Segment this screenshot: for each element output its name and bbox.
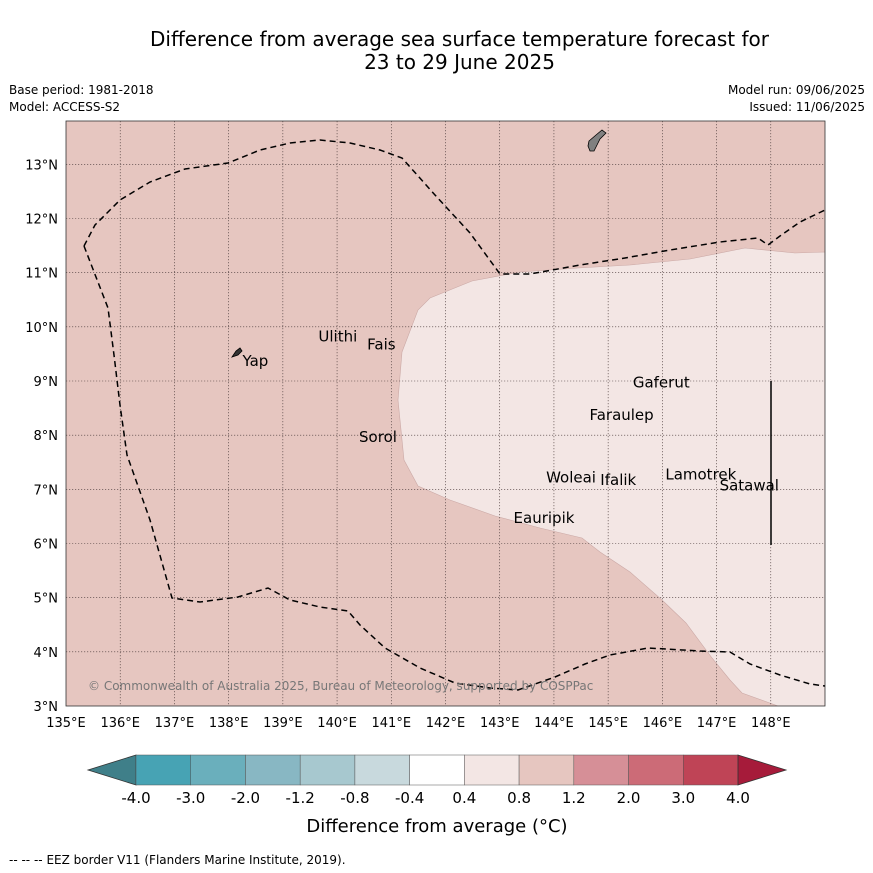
place-label-sorol: Sorol [359,428,397,446]
y-tick-label: 12°N [25,213,58,228]
map-gridlines [66,121,825,706]
y-tick-label: 9°N [34,375,59,390]
anomaly-region-0-4-to-0-8 [397,247,825,706]
colorbar-segment [464,754,520,786]
y-tick-label: 11°N [25,267,58,282]
footer-note: -- -- -- EEZ border V11 (Flanders Marine… [9,853,346,867]
x-tick-label: 135°E [46,716,86,731]
yap-island [231,347,243,358]
colorbar-segment [135,754,191,786]
place-label-fais: Fais [367,336,396,354]
colorbar-tick-label: 3.0 [671,789,695,807]
place-label-woleai: Woleai [546,468,596,486]
x-tick-label: 142°E [426,716,466,731]
y-tick-label: 8°N [34,429,59,444]
base-period-text: Base period: 1981-2018 [9,83,154,97]
x-tick-label: 144°E [534,716,574,731]
colorbar-segment [683,754,739,786]
map-title: Difference from average sea surface temp… [0,28,873,74]
colorbar-tick-label: -4.0 [121,789,150,807]
y-tick-label: 10°N [25,321,58,336]
x-tick-label: 137°E [155,716,195,731]
run-info: Model run: 09/06/2025 Issued: 11/06/2025 [728,82,865,116]
colorbar-tick-label: -3.0 [176,789,205,807]
place-label-lamotrek: Lamotrek [665,466,736,484]
colorbar-extend-low [86,754,137,786]
x-tick-label: 141°E [372,716,412,731]
y-tick-label: 3°N [34,700,59,715]
colorbar-segment [354,754,410,786]
place-label-satawal: Satawal [720,477,779,495]
y-tick-label: 6°N [34,538,59,553]
x-tick-label: 146°E [643,716,683,731]
colorbar-tick-label: 0.8 [507,789,531,807]
eez-legend-symbol: -- -- -- [9,853,43,867]
y-tick-label: 7°N [34,483,59,498]
eez-legend-text: EEZ border V11 (Flanders Marine Institut… [46,853,346,867]
copyright-text: © Commonwealth of Australia 2025, Bureau… [88,679,593,693]
place-label-eauripik: Eauripik [514,509,575,527]
map-frame [65,120,826,707]
x-tick-label: 147°E [697,716,737,731]
colorbar-segment [245,754,301,786]
model-text: Model: ACCESS-S2 [9,100,121,114]
colorbar-segment [299,754,356,786]
title-line-2: 23 to 29 June 2025 [364,50,555,74]
place-label-ifalik: Ifalik [600,471,636,489]
place-label-gaferut: Gaferut [633,374,690,392]
x-tick-label: 138°E [209,716,249,731]
colorbar-extend-high [737,754,788,786]
colorbar-segment [518,754,575,786]
colorbar-tick-label: 2.0 [617,789,641,807]
colorbar-segment [628,754,684,786]
colorbar-tick-label: -2.0 [231,789,260,807]
colorbar-tick-label: 1.2 [562,789,586,807]
title-line-1: Difference from average sea surface temp… [149,27,769,51]
colorbar-tick-label: 0.4 [452,789,476,807]
x-tick-label: 140°E [317,716,357,731]
colorbar: -4.0 -3.0 -2.0 -1.2 -0.8 -0.4 0.4 0.8 1.2 2.0 3.0 4… [86,754,788,807]
x-tick-label: 145°E [588,716,628,731]
place-label-faraulep: Faraulep [589,406,653,424]
x-tick-label: 136°E [100,716,140,731]
colorbar-tick-label: -1.2 [286,789,315,807]
colorbar-tick-label: -0.8 [340,789,369,807]
y-axis-labels: 3°N 4°N 5°N 6°N 7°N 8°N 9°N 10°N 11°N 12°N 13°N [25,158,58,715]
place-labels: Yap Ulithi Fais Sorol Gaferut Faraulep Woleai I… [241,328,779,527]
x-axis-labels: 135°E 136°E 137°E 138°E 139°E 140°E 141°E 142°E… [46,716,790,731]
x-tick-label: 148°E [751,716,791,731]
y-tick-label: 4°N [34,646,59,661]
x-tick-label: 139°E [263,716,303,731]
x-tick-label: 143°E [480,716,520,731]
issued-text: Issued: 11/06/2025 [749,100,865,114]
colorbar-segment [573,754,629,786]
colorbar-tick-label: 4.0 [726,789,750,807]
eez-border-north [83,139,825,275]
y-tick-label: 13°N [25,158,58,173]
colorbar-segment [409,754,465,786]
model-info: Base period: 1981-2018 Model: ACCESS-S2 [9,82,154,116]
colorbar-tick-label: -0.4 [395,789,424,807]
colorbar-label: Difference from average (°C) [306,816,567,837]
guam-island [587,129,607,152]
model-run-text: Model run: 09/06/2025 [727,83,865,97]
colorbar-segment [190,754,246,786]
y-tick-label: 5°N [34,592,59,607]
place-label-yap: Yap [241,352,268,370]
place-label-ulithi: Ulithi [318,328,357,346]
eez-border [83,245,825,691]
